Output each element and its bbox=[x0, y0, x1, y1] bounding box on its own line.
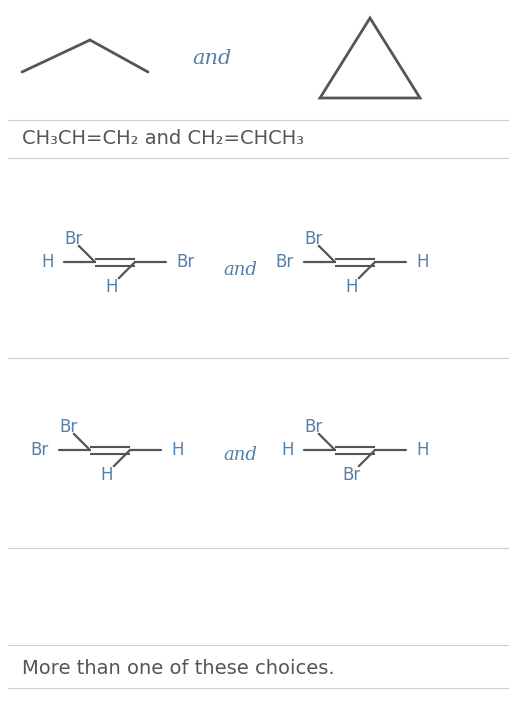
Text: and: and bbox=[192, 48, 232, 67]
Text: CH₃CH=CH₂ and CH₂=CHCH₃: CH₃CH=CH₂ and CH₂=CHCH₃ bbox=[22, 129, 304, 147]
Text: Br: Br bbox=[60, 418, 78, 436]
Text: More than one of these choices.: More than one of these choices. bbox=[22, 658, 334, 677]
Text: Br: Br bbox=[304, 418, 323, 436]
Text: Br: Br bbox=[276, 253, 294, 271]
Text: H: H bbox=[171, 441, 184, 459]
Text: Br: Br bbox=[31, 441, 49, 459]
Text: and: and bbox=[223, 261, 257, 279]
Text: H: H bbox=[101, 466, 113, 484]
Text: Br: Br bbox=[304, 230, 323, 248]
Text: Br: Br bbox=[64, 230, 83, 248]
Text: H: H bbox=[416, 253, 428, 271]
Text: Br: Br bbox=[343, 466, 361, 484]
Text: H: H bbox=[282, 441, 294, 459]
Text: H: H bbox=[416, 441, 428, 459]
Text: Br: Br bbox=[176, 253, 194, 271]
Text: H: H bbox=[346, 278, 358, 296]
Text: H: H bbox=[41, 253, 54, 271]
Text: H: H bbox=[106, 278, 118, 296]
Text: and: and bbox=[223, 446, 257, 464]
